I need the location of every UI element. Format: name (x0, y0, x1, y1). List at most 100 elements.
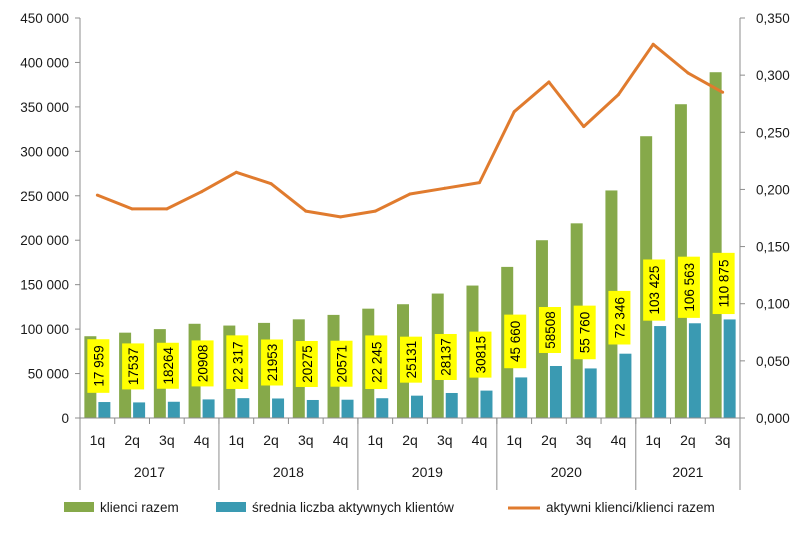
x-category-label: 4q (611, 432, 627, 448)
x-category-label: 4q (333, 432, 349, 448)
y-right-tick-label: 0,050 (756, 354, 790, 369)
y-right-tick-label: 0,150 (756, 240, 790, 255)
y-right-tick-label: 0,100 (756, 297, 790, 312)
data-label-active: 72 346 (608, 290, 631, 345)
bar-active (480, 390, 493, 418)
bar-active (619, 353, 632, 418)
y-right-tick-label: 0,300 (756, 68, 790, 83)
x-category-label: 3q (298, 432, 314, 448)
data-label-text: 28137 (439, 338, 454, 376)
x-category-label: 1q (645, 432, 661, 448)
bar-active (549, 365, 562, 418)
ratio-point (269, 182, 273, 186)
data-label-text: 103 425 (647, 266, 662, 315)
ratio-point (686, 71, 690, 75)
legend-label-ratio: aktywni klienci/klienci razem (546, 500, 715, 515)
data-label-active: 55 760 (573, 305, 596, 360)
y-left-tick-label: 250 000 (20, 189, 69, 204)
ratio-point (373, 209, 377, 213)
ratio-point (304, 209, 308, 213)
data-label-text: 58508 (543, 311, 558, 349)
data-label-bg (87, 339, 110, 393)
data-label-text: 72 346 (612, 297, 627, 338)
x-year-label: 2017 (134, 464, 165, 480)
axes: 0 50 000 100 000 150 000 200 000 250 000 300 0… (20, 11, 790, 490)
y-left-tick-label: 150 000 (20, 278, 69, 293)
data-label-text: 17537 (126, 348, 141, 386)
data-label-active: 110 875 (712, 252, 735, 315)
bar-active (341, 399, 354, 418)
y-right-tick-label: 0,200 (756, 182, 790, 197)
x-category-label: 3q (159, 432, 175, 448)
data-label-text: 22 245 (369, 342, 384, 383)
data-label-bg (156, 342, 179, 389)
series-ratio-line (95, 42, 725, 219)
bar-active (98, 402, 111, 418)
data-label-bg (538, 306, 561, 353)
ratio-point (339, 215, 343, 219)
legend: klienci razem średnia liczba aktywnych k… (64, 500, 715, 515)
legend-label-total: klienci razem (100, 500, 179, 515)
data-label-active: 17537 (122, 343, 145, 390)
bar-active (654, 326, 667, 418)
y-right-tick-label: 0,000 (756, 411, 790, 426)
data-label-active: 20275 (295, 340, 318, 387)
x-category-label: 2q (680, 432, 696, 448)
x-category-label: 2q (124, 432, 140, 448)
ratio-point (651, 42, 655, 46)
bar-active (515, 377, 528, 418)
bar-active (376, 398, 389, 418)
series-active-bars (98, 319, 736, 418)
y-right-tick-label: 0,250 (756, 125, 790, 140)
data-label-bg (504, 314, 527, 369)
data-label-text: 30815 (473, 336, 488, 374)
x-category-label: 1q (229, 432, 245, 448)
data-label-bg (330, 340, 353, 387)
y-left-tick-label: 100 000 (20, 322, 69, 337)
x-category-label: 3q (715, 432, 731, 448)
data-label-bg (643, 259, 666, 321)
legend-swatch-active (216, 502, 246, 512)
data-label-text: 17 959 (91, 345, 106, 386)
x-category-label: 3q (576, 432, 592, 448)
data-label-text: 20908 (196, 345, 211, 383)
ratio-point (477, 181, 481, 185)
data-label-bg (469, 331, 492, 378)
data-label-text: 20275 (300, 345, 315, 383)
y-left-tick-label: 50 000 (28, 367, 69, 382)
data-label-active: 18264 (156, 342, 179, 389)
data-label-bg (122, 343, 145, 390)
x-category-label: 4q (472, 432, 488, 448)
data-label-bg (608, 290, 631, 345)
legend-swatch-total (64, 502, 94, 512)
data-label-active: 20908 (191, 340, 214, 387)
data-label-active: 20571 (330, 340, 353, 387)
ratio-point (130, 207, 134, 211)
data-label-active: 25131 (400, 336, 422, 383)
data-label-text: 22 317 (230, 342, 245, 383)
bar-active (723, 319, 736, 418)
data-label-active: 17 959 (87, 339, 110, 393)
ratio-point (616, 93, 620, 97)
x-category-label: 1q (90, 432, 106, 448)
data-label-text: 18264 (161, 347, 176, 385)
bar-active (688, 323, 701, 418)
ratio-point (200, 190, 204, 194)
data-label-bg (573, 305, 596, 360)
bar-active (202, 399, 215, 418)
data-label-active: 21953 (261, 339, 284, 386)
legend-label-active: średnia liczba aktywnych klientów (252, 500, 454, 515)
bar-active (272, 398, 285, 418)
y-left-tick-label: 0 (61, 411, 69, 426)
y-left-tick-label: 450 000 (20, 11, 69, 26)
x-year-label: 2018 (273, 464, 304, 480)
data-label-bg (295, 340, 318, 387)
bar-total (709, 72, 722, 418)
bar-active (445, 392, 458, 418)
data-label-bg (191, 340, 214, 387)
y-left-tick-label: 350 000 (20, 100, 69, 115)
ratio-point (721, 90, 725, 94)
